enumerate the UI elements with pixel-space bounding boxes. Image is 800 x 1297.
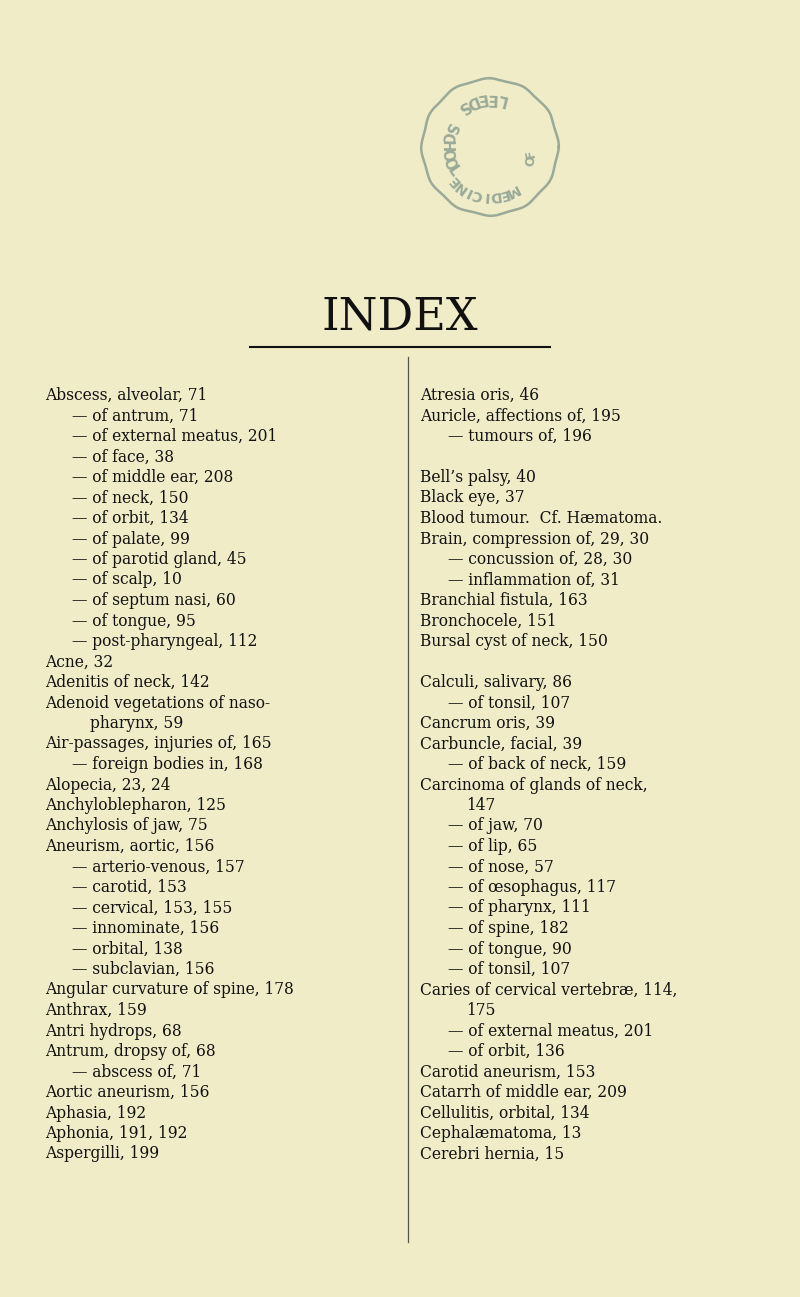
Text: — subclavian, 156: — subclavian, 156 [72, 961, 214, 978]
Text: Blood tumour.  Cf. Hæmatoma.: Blood tumour. Cf. Hæmatoma. [420, 510, 662, 527]
Text: Atresia oris, 46: Atresia oris, 46 [420, 387, 539, 403]
Text: Alopecia, 23, 24: Alopecia, 23, 24 [45, 777, 170, 794]
Text: F: F [523, 148, 538, 158]
Text: H: H [438, 140, 454, 153]
Text: N: N [452, 178, 470, 196]
Text: — abscess of, 71: — abscess of, 71 [72, 1064, 202, 1080]
Text: — of orbit, 136: — of orbit, 136 [448, 1043, 565, 1060]
Text: Carcinoma of glands of neck,: Carcinoma of glands of neck, [420, 777, 648, 794]
Text: — of orbit, 134: — of orbit, 134 [72, 510, 189, 527]
Text: O: O [523, 154, 538, 167]
Text: — of external meatus, 201: — of external meatus, 201 [72, 428, 278, 445]
Text: E: E [497, 185, 510, 202]
Text: Aspergilli, 199: Aspergilli, 199 [45, 1145, 159, 1162]
Text: — of parotid gland, 45: — of parotid gland, 45 [72, 551, 246, 568]
Text: E: E [475, 91, 488, 108]
Text: Anthrax, 159: Anthrax, 159 [45, 1003, 146, 1019]
Text: Anchylosis of jaw, 75: Anchylosis of jaw, 75 [45, 817, 208, 834]
Text: Cerebri hernia, 15: Cerebri hernia, 15 [420, 1145, 564, 1162]
Text: — tumours of, 196: — tumours of, 196 [448, 428, 592, 445]
Text: Antrum, dropsy of, 68: Antrum, dropsy of, 68 [45, 1043, 216, 1060]
Text: Carotid aneurism, 153: Carotid aneurism, 153 [420, 1064, 595, 1080]
Text: INDEX: INDEX [322, 296, 478, 339]
Text: O: O [440, 156, 458, 173]
Text: — concussion of, 28, 30: — concussion of, 28, 30 [448, 551, 632, 568]
Text: — of lip, 65: — of lip, 65 [448, 838, 538, 855]
Text: Bell’s palsy, 40: Bell’s palsy, 40 [420, 470, 536, 486]
Text: — of middle ear, 208: — of middle ear, 208 [72, 470, 234, 486]
Text: Carbuncle, facial, 39: Carbuncle, facial, 39 [420, 735, 582, 752]
Text: — of tonsil, 107: — of tonsil, 107 [448, 694, 570, 712]
Text: Cancrum oris, 39: Cancrum oris, 39 [420, 715, 555, 732]
Text: Acne, 32: Acne, 32 [45, 654, 113, 671]
Text: — of external meatus, 201: — of external meatus, 201 [448, 1022, 654, 1039]
Text: D: D [463, 92, 480, 112]
Text: — inflammation of, 31: — inflammation of, 31 [448, 572, 620, 589]
Text: — of tongue, 95: — of tongue, 95 [72, 612, 196, 629]
Text: — of tonsil, 107: — of tonsil, 107 [448, 961, 570, 978]
Text: — of face, 38: — of face, 38 [72, 449, 174, 466]
Text: — cervical, 153, 155: — cervical, 153, 155 [72, 900, 232, 917]
Text: Catarrh of middle ear, 209: Catarrh of middle ear, 209 [420, 1084, 627, 1101]
Text: — of antrum, 71: — of antrum, 71 [72, 407, 198, 424]
Text: Calculi, salivary, 86: Calculi, salivary, 86 [420, 674, 572, 691]
Text: M: M [502, 182, 521, 200]
Text: — arterio-venous, 157: — arterio-venous, 157 [72, 859, 245, 875]
Text: pharynx, 59: pharynx, 59 [90, 715, 183, 732]
Text: Aphasia, 192: Aphasia, 192 [45, 1105, 146, 1122]
Text: Aphonia, 191, 192: Aphonia, 191, 192 [45, 1124, 187, 1141]
Text: — innominate, 156: — innominate, 156 [72, 920, 219, 936]
Text: Adenitis of neck, 142: Adenitis of neck, 142 [45, 674, 210, 691]
Text: Antri hydrops, 68: Antri hydrops, 68 [45, 1022, 182, 1039]
Text: — of jaw, 70: — of jaw, 70 [448, 817, 543, 834]
Text: I: I [482, 188, 489, 202]
Text: Bronchocele, 151: Bronchocele, 151 [420, 612, 557, 629]
Text: — foreign bodies in, 168: — foreign bodies in, 168 [72, 756, 263, 773]
Text: — post-pharyngeal, 112: — post-pharyngeal, 112 [72, 633, 258, 650]
Text: Adenoid vegetations of naso-: Adenoid vegetations of naso- [45, 694, 270, 712]
Text: Cephalæmatoma, 13: Cephalæmatoma, 13 [420, 1124, 582, 1141]
Text: C: C [470, 187, 484, 202]
Text: S: S [454, 97, 471, 115]
Text: L: L [495, 91, 508, 108]
Text: Caries of cervical vertebræ, 114,: Caries of cervical vertebræ, 114, [420, 982, 678, 999]
Text: — of back of neck, 159: — of back of neck, 159 [448, 756, 626, 773]
Text: Branchial fistula, 163: Branchial fistula, 163 [420, 591, 588, 610]
Text: Angular curvature of spine, 178: Angular curvature of spine, 178 [45, 982, 294, 999]
Text: — carotid, 153: — carotid, 153 [72, 879, 186, 896]
Text: 147: 147 [466, 796, 495, 815]
Text: O: O [438, 148, 455, 163]
Text: I: I [463, 184, 474, 198]
Text: — of nose, 57: — of nose, 57 [448, 859, 554, 875]
Text: — orbital, 138: — orbital, 138 [72, 940, 182, 957]
Text: Bursal cyst of neck, 150: Bursal cyst of neck, 150 [420, 633, 608, 650]
Text: Brain, compression of, 29, 30: Brain, compression of, 29, 30 [420, 530, 649, 547]
Text: 175: 175 [466, 1003, 495, 1019]
Text: Anchyloblepharon, 125: Anchyloblepharon, 125 [45, 796, 226, 815]
Text: E: E [486, 91, 497, 106]
Text: L: L [445, 163, 462, 180]
Text: — of tongue, 90: — of tongue, 90 [448, 940, 572, 957]
Text: Black eye, 37: Black eye, 37 [420, 489, 525, 507]
Text: D: D [489, 188, 502, 204]
Text: Cellulitis, orbital, 134: Cellulitis, orbital, 134 [420, 1105, 590, 1122]
Text: — of pharynx, 111: — of pharynx, 111 [448, 900, 590, 917]
Text: E: E [446, 173, 463, 189]
Text: — of scalp, 10: — of scalp, 10 [72, 572, 182, 589]
Text: — of œsophagus, 117: — of œsophagus, 117 [448, 879, 616, 896]
Text: S: S [441, 121, 458, 137]
Text: Aortic aneurism, 156: Aortic aneurism, 156 [45, 1084, 210, 1101]
Text: Air-passages, injuries of, 165: Air-passages, injuries of, 165 [45, 735, 272, 752]
Text: Abscess, alveolar, 71: Abscess, alveolar, 71 [45, 387, 207, 403]
Text: Aneurism, aortic, 156: Aneurism, aortic, 156 [45, 838, 214, 855]
Text: Auricle, affections of, 195: Auricle, affections of, 195 [420, 407, 621, 424]
Text: — of spine, 182: — of spine, 182 [448, 920, 569, 936]
Text: — of palate, 99: — of palate, 99 [72, 530, 190, 547]
Text: — of septum nasi, 60: — of septum nasi, 60 [72, 591, 236, 610]
Text: C: C [438, 131, 455, 144]
Text: — of neck, 150: — of neck, 150 [72, 489, 189, 507]
